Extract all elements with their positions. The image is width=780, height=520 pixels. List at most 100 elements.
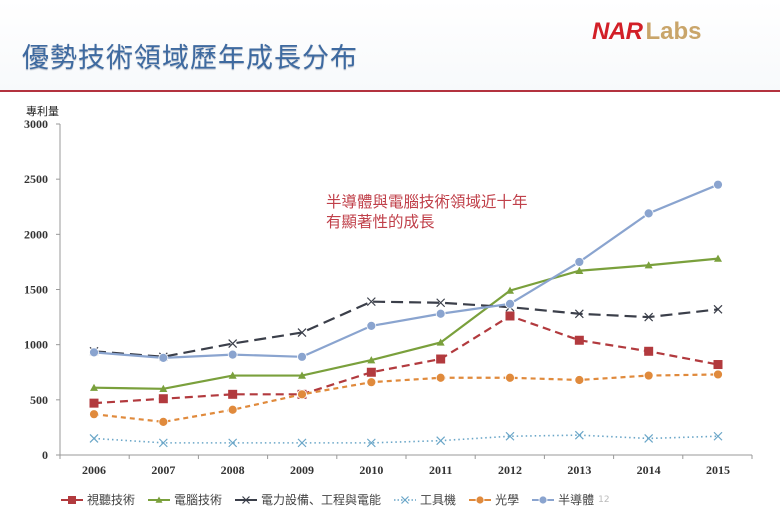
data-point xyxy=(89,434,99,443)
y-axis-label: 專利量 xyxy=(26,105,59,118)
title-band xyxy=(0,0,780,90)
series-line xyxy=(93,434,719,444)
data-point xyxy=(228,339,238,348)
data-point xyxy=(574,309,584,319)
data-point xyxy=(228,389,238,399)
data-point xyxy=(297,328,307,337)
legend-swatch xyxy=(532,495,555,504)
y-tick-label: 2500 xyxy=(24,172,48,186)
logo-primary: NAR xyxy=(592,18,643,45)
legend-item: 視聽技術 xyxy=(60,491,135,508)
annotation-line-2: 有顯著性的成長 xyxy=(326,213,435,231)
data-point xyxy=(574,257,585,267)
series-line xyxy=(93,183,719,360)
data-point xyxy=(228,371,237,379)
legend-swatch xyxy=(235,495,258,504)
x-tick-label: 2010 xyxy=(359,463,383,477)
data-point xyxy=(158,438,168,448)
legend-swatch xyxy=(148,496,171,503)
data-point xyxy=(227,404,238,415)
legend-item: 電力設備、工程與電能 xyxy=(234,491,381,508)
legend-item: 工具機 xyxy=(393,491,456,508)
legend-label: 光學 xyxy=(495,493,520,507)
x-tick-label: 2009 xyxy=(290,463,314,477)
data-point xyxy=(242,495,250,504)
data-point xyxy=(713,304,723,314)
series-line xyxy=(93,314,719,405)
axes: 0 500 1000 1500 2000 2500 3000 2006 2007 2008 2009… xyxy=(24,117,753,477)
data-point xyxy=(89,409,99,420)
data-point xyxy=(366,367,376,377)
data-point xyxy=(436,338,445,346)
legend-label: 電腦技術 xyxy=(174,493,223,507)
x-tick-label: 2013 xyxy=(567,463,591,477)
legend-swatch xyxy=(61,495,83,504)
data-point xyxy=(297,438,307,448)
data-point xyxy=(89,347,99,358)
data-point xyxy=(506,286,514,294)
y-tick-label: 1500 xyxy=(24,283,48,297)
y-tick-label: 500 xyxy=(30,393,48,407)
x-tick-label: 2012 xyxy=(498,463,522,477)
slide-title: 優勢技術領域歷年成長分布 xyxy=(22,43,358,74)
data-point xyxy=(713,369,723,380)
series-line xyxy=(93,300,719,358)
page-number: 12 xyxy=(598,494,610,505)
logo-secondary: Labs xyxy=(645,18,702,45)
data-point xyxy=(435,308,446,319)
annotation-line-1: 半導體與電腦技術領域近十年 xyxy=(326,193,528,211)
data-point xyxy=(713,179,723,190)
data-point xyxy=(644,434,654,443)
series-0 xyxy=(89,311,723,408)
legend-label: 工具機 xyxy=(420,493,457,507)
series-4 xyxy=(89,369,723,427)
data-point xyxy=(158,353,169,363)
legend-item: 電腦技術 xyxy=(147,491,222,508)
series-line xyxy=(93,257,719,390)
data-point xyxy=(505,298,515,309)
data-point xyxy=(297,389,307,400)
x-tick-label: 2015 xyxy=(706,463,730,477)
data-point xyxy=(714,254,722,262)
data-point xyxy=(574,430,584,440)
data-point xyxy=(228,438,238,448)
narlabs-logo: NAR Labs xyxy=(592,18,702,46)
data-point xyxy=(643,370,654,381)
data-point xyxy=(89,398,99,408)
data-point xyxy=(366,438,376,448)
series-line xyxy=(93,373,719,424)
data-point xyxy=(713,431,723,441)
y-tick-label: 3000 xyxy=(24,117,48,131)
data-point xyxy=(298,371,306,379)
data-point xyxy=(575,266,584,274)
legend-swatch xyxy=(394,495,417,504)
data-point xyxy=(436,298,446,308)
data-point xyxy=(505,372,515,383)
series-1 xyxy=(90,254,722,392)
x-tick-label: 2006 xyxy=(82,463,106,477)
chart-annotation: 半導體與電腦技術領域近十年 有顯著性的成長 xyxy=(326,192,528,232)
data-point xyxy=(158,394,168,404)
series-5 xyxy=(89,179,723,363)
legend-label: 電力設備、工程與電能 xyxy=(261,493,382,507)
series-layer xyxy=(89,179,723,448)
legend-label: 視聽技術 xyxy=(87,493,136,507)
data-point xyxy=(643,208,654,219)
series-3 xyxy=(89,430,723,448)
data-point xyxy=(367,356,376,364)
data-point xyxy=(574,335,584,345)
x-tick-label: 2007 xyxy=(151,463,175,477)
y-tick-label: 1000 xyxy=(24,338,48,352)
data-point xyxy=(713,360,723,370)
data-point xyxy=(505,431,515,441)
x-tick-label: 2014 xyxy=(637,463,661,477)
legend-item: 光學 xyxy=(468,491,519,508)
data-point xyxy=(475,495,485,504)
data-point xyxy=(68,495,76,504)
data-point xyxy=(644,261,653,269)
data-point xyxy=(297,351,307,362)
data-point xyxy=(155,496,163,503)
data-point xyxy=(158,416,169,427)
data-point xyxy=(159,384,168,392)
